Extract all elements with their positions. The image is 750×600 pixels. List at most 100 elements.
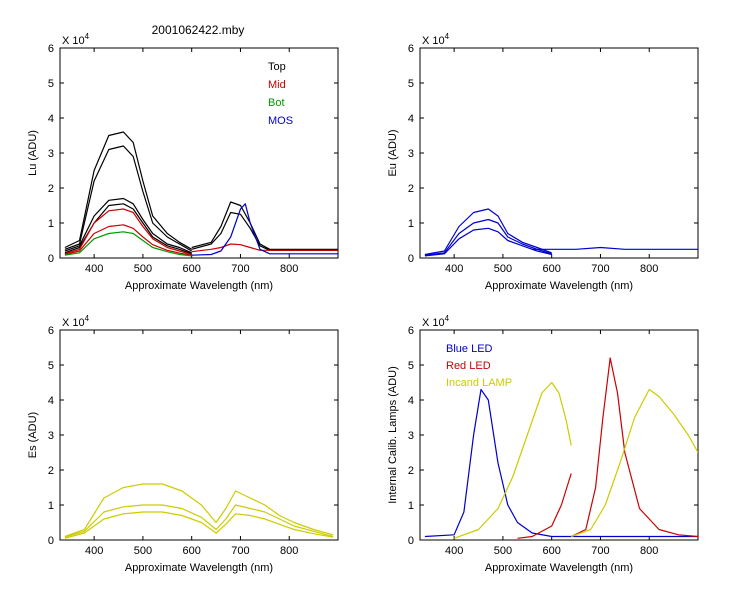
x-tick-label: 600 (543, 263, 561, 275)
legend-entry: Bot (268, 97, 285, 109)
x-tick-label: 700 (591, 263, 609, 275)
series-line-mos-1 (191, 203, 338, 256)
y-multiplier: X 104 (62, 32, 90, 47)
legend-entry: Top (268, 61, 286, 73)
chart-es: 400 500 600 700 800 0 1 2 3 4 5 6 X 104 Approximate W… (27, 314, 339, 574)
x-tick-label: 800 (640, 545, 658, 557)
series-line-top-1 (64, 131, 192, 250)
x-tick-label: 600 (183, 263, 201, 275)
x-axis-label: Approximate Wavelength (nm) (125, 562, 273, 574)
y-tick-label: 3 (48, 148, 54, 160)
y-tick-label: 2 (48, 465, 54, 477)
x-tick-label: 600 (543, 545, 561, 557)
y-tick-label: 1 (48, 218, 54, 230)
x-tick-label: 400 (85, 545, 103, 557)
y-tick-label: 2 (48, 183, 54, 195)
series-line-incand-lamp-2 (570, 388, 698, 538)
y-tick-label: 6 (408, 43, 414, 55)
x-tick-label: 600 (183, 545, 201, 557)
y-tick-label: 2 (408, 183, 414, 195)
y-multiplier: X 104 (422, 32, 450, 47)
series-group (424, 357, 698, 539)
series-line-eu-3 (424, 227, 552, 257)
series-line-incand-lamp-1 (453, 381, 572, 539)
series-line-mid-2 (64, 224, 192, 256)
x-tick-label: 500 (134, 545, 152, 557)
y-tick-label: 0 (48, 535, 54, 547)
x-tick-label: 700 (231, 263, 249, 275)
y-multiplier-exponent: 4 (85, 32, 90, 41)
y-tick-label: 6 (408, 325, 414, 337)
y-tick-label: 4 (408, 113, 414, 125)
series-group (64, 483, 334, 539)
y-tick-label: 3 (408, 430, 414, 442)
y-multiplier-exponent: 4 (445, 32, 450, 41)
y-tick-label: 1 (408, 500, 414, 512)
x-tick-label: 800 (280, 263, 298, 275)
legend-entry: MOS (268, 115, 293, 127)
series-line-eu-4 (532, 246, 698, 250)
y-tick-label: 5 (408, 360, 414, 372)
y-tick-label: 5 (48, 360, 54, 372)
y-axis-label: Eu (ADU) (387, 129, 399, 176)
series-line-mid-1 (64, 208, 192, 256)
legend-entry: Incand LAMP (446, 377, 512, 389)
y-axis-label: Internal Calib. Lamps (ADU) (387, 366, 399, 504)
y-tick-label: 6 (48, 43, 54, 55)
x-tick-label: 400 (445, 263, 463, 275)
x-tick-label: 500 (494, 263, 512, 275)
y-multiplier: X 104 (422, 314, 450, 329)
x-tick-label: 500 (494, 545, 512, 557)
y-multiplier-exponent: 4 (445, 314, 450, 323)
series-line-es-3 (64, 511, 334, 539)
y-tick-label: 0 (408, 253, 414, 265)
x-tick-label: 800 (640, 263, 658, 275)
chart-lamps: 400 500 600 700 800 0 1 2 3 4 5 6 X 104 Approximate W… (387, 314, 699, 574)
y-tick-label: 3 (48, 430, 54, 442)
series-line-es-1 (64, 483, 334, 538)
y-axis-label: Lu (ADU) (27, 130, 39, 176)
y-tick-label: 6 (48, 325, 54, 337)
y-multiplier-exponent: 4 (85, 314, 90, 323)
series-line-blue-led (424, 388, 698, 538)
series-line-bot-1 (64, 231, 192, 257)
y-tick-label: 4 (408, 395, 414, 407)
y-tick-label: 2 (408, 465, 414, 477)
figure-title: 2001062422.mby (152, 23, 245, 37)
series-group (64, 131, 338, 257)
y-multiplier: X 104 (62, 314, 90, 329)
series-group (424, 208, 698, 257)
series-line-es-2 (64, 504, 334, 538)
x-tick-label: 700 (231, 545, 249, 557)
legend-entry: Red LED (446, 360, 491, 372)
y-tick-label: 5 (48, 78, 54, 90)
y-tick-label: 1 (48, 500, 54, 512)
series-line-red-led-low (517, 473, 572, 539)
y-tick-label: 3 (408, 148, 414, 160)
series-line-red-led (570, 357, 698, 538)
series-line-eu-2 (424, 218, 552, 256)
x-axis-label: Approximate Wavelength (nm) (125, 280, 273, 292)
series-line-top-3 (64, 197, 192, 254)
y-axis-label: Es (ADU) (27, 412, 39, 458)
x-tick-label: 400 (445, 545, 463, 557)
x-tick-label: 700 (591, 545, 609, 557)
y-tick-label: 4 (48, 113, 54, 125)
y-tick-label: 4 (48, 395, 54, 407)
x-tick-label: 800 (280, 545, 298, 557)
y-tick-label: 0 (408, 535, 414, 547)
chart-lu: 400 500 600 700 800 0 1 2 3 4 5 6 X 104 Approximate W… (27, 32, 339, 292)
series-line-mid-3 (191, 243, 338, 253)
series-line-eu-1 (424, 208, 552, 256)
y-tick-label: 0 (48, 253, 54, 265)
series-line-top-6 (191, 211, 338, 251)
x-tick-label: 500 (134, 263, 152, 275)
x-tick-label: 400 (85, 263, 103, 275)
chart-eu: 400 500 600 700 800 0 1 2 3 4 5 6 X 104 Approximate W… (387, 32, 699, 292)
y-tick-label: 1 (408, 218, 414, 230)
y-tick-label: 5 (408, 78, 414, 90)
legend-entry: Blue LED (446, 343, 493, 355)
plot-area (419, 47, 699, 259)
plot-area (59, 329, 339, 541)
